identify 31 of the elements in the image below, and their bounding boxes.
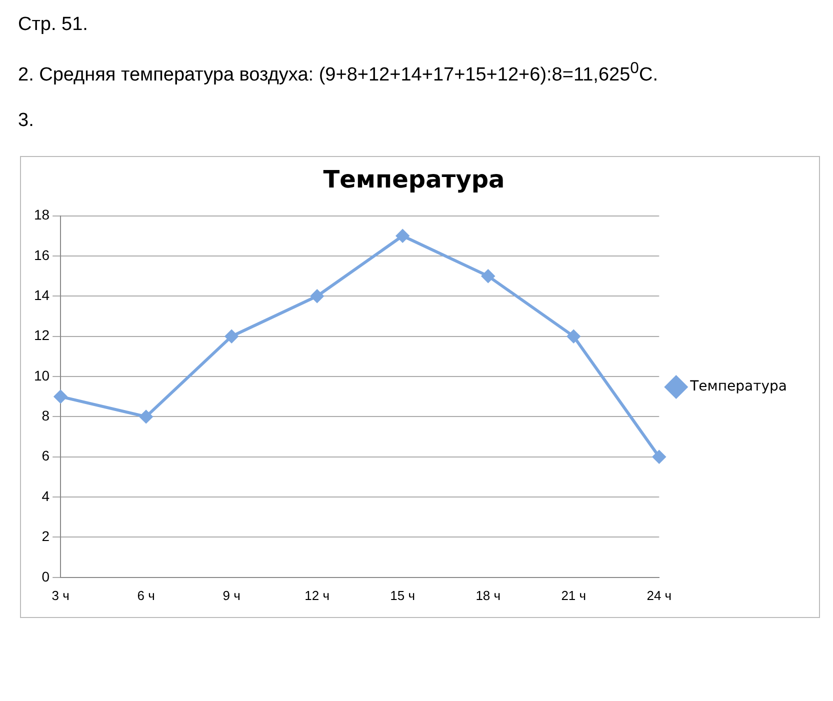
x-tick-label: 6 ч [137, 588, 155, 604]
x-tick-label: 3 ч [52, 588, 70, 604]
point [396, 230, 410, 243]
x-tick-label: 24 ч [646, 588, 672, 604]
y-tick-label: 10 [34, 368, 50, 384]
x-tick-label: 9 ч [222, 588, 240, 604]
point [140, 410, 153, 424]
y-tick-label: 14 [34, 287, 50, 304]
point [567, 330, 580, 344]
chart-title: Температура [323, 166, 505, 194]
y-tick-label: 4 [42, 488, 50, 504]
y-tick-label: 0 [42, 568, 50, 585]
point [310, 290, 324, 303]
x-tick-label: 18 ч [476, 588, 501, 604]
point [652, 450, 666, 464]
point [482, 270, 495, 283]
x-tick-label: 15 ч [390, 588, 416, 604]
y-tick-label: 18 [34, 206, 50, 223]
x-tick-label: 21 ч [561, 588, 586, 604]
point [54, 390, 68, 404]
legend-label: Температура [689, 378, 788, 395]
x-tick-label: 12 ч [304, 588, 330, 604]
y-tick-label: 12 [34, 328, 50, 344]
point [225, 330, 238, 344]
y-tick-label: 8 [42, 408, 50, 424]
y-tick-label: 16 [34, 247, 50, 264]
text: 3. [18, 110, 35, 132]
text: 2. Средняя температура воздуха: (9+8+12+14+17+15+12+6):8=11,625$^{0}$С. [18, 60, 659, 86]
y-tick-label: 6 [42, 448, 50, 464]
text: Стр. 51. [18, 14, 89, 36]
y-tick-label: 2 [42, 528, 50, 544]
